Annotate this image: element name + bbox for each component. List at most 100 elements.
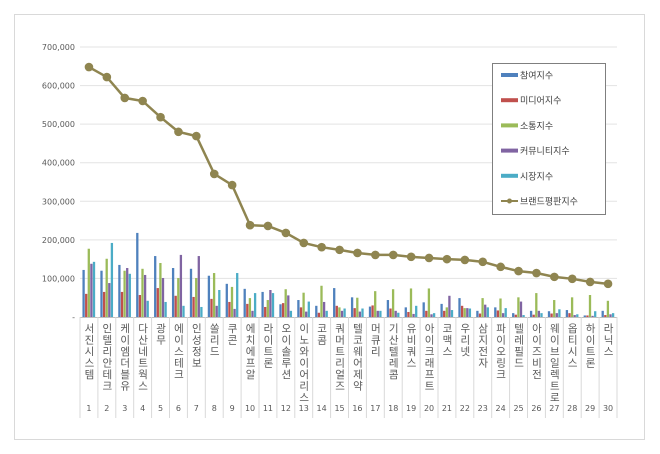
x-category-label: 인텔리안테크 bbox=[101, 323, 113, 392]
legend-box bbox=[492, 63, 606, 215]
bar-4 bbox=[90, 263, 93, 317]
bar-4 bbox=[430, 314, 433, 317]
bar-4 bbox=[143, 274, 147, 317]
bar-4 bbox=[251, 310, 254, 317]
line-point bbox=[532, 268, 541, 278]
bar-2 bbox=[264, 306, 267, 317]
bar-4 bbox=[484, 304, 487, 317]
bar-4 bbox=[466, 308, 469, 317]
bar-4 bbox=[322, 301, 326, 317]
x-category-number: 29 bbox=[585, 404, 595, 413]
bar-2 bbox=[353, 308, 356, 317]
legend-label: 시장지수 bbox=[520, 171, 553, 182]
bar-3 bbox=[588, 295, 592, 317]
line-point bbox=[550, 272, 559, 282]
legend-marker bbox=[507, 198, 512, 204]
bar-1 bbox=[279, 304, 282, 317]
x-category-label: 쿠콘 bbox=[226, 323, 238, 346]
line-point bbox=[227, 180, 237, 190]
bar-1 bbox=[583, 315, 586, 317]
bar-1 bbox=[171, 268, 175, 317]
line-point bbox=[209, 169, 219, 179]
line-point bbox=[263, 221, 273, 231]
bar-4 bbox=[340, 310, 344, 317]
y-tick-label: 200,000 bbox=[42, 236, 75, 245]
bar-5 bbox=[361, 308, 364, 317]
bar-2 bbox=[586, 315, 589, 317]
bar-1 bbox=[368, 306, 372, 317]
y-tick-label: 400,000 bbox=[42, 159, 75, 168]
bar-5 bbox=[253, 293, 257, 317]
legend-swatch bbox=[501, 98, 518, 103]
bar-5 bbox=[146, 300, 149, 317]
legend-swatch bbox=[501, 73, 518, 77]
legend-swatch bbox=[501, 148, 518, 153]
x-category-number: 21 bbox=[442, 404, 452, 413]
bar-3 bbox=[338, 307, 341, 317]
bar-3 bbox=[570, 297, 574, 317]
bar-5 bbox=[432, 313, 436, 317]
x-category-label: 광무 bbox=[155, 323, 167, 346]
bar-1 bbox=[243, 288, 246, 317]
x-category-number: 20 bbox=[424, 404, 434, 413]
y-tick-label: - bbox=[72, 313, 75, 322]
line-point bbox=[353, 248, 362, 258]
x-category-number: 23 bbox=[478, 404, 488, 413]
bar-5 bbox=[325, 310, 328, 317]
line-point bbox=[156, 112, 165, 122]
bar-5 bbox=[271, 293, 275, 317]
bar-5 bbox=[397, 312, 400, 317]
bar-1 bbox=[476, 310, 479, 317]
bar-2 bbox=[514, 314, 517, 317]
line-point bbox=[120, 93, 130, 103]
line-point bbox=[478, 257, 488, 267]
bar-2 bbox=[156, 288, 159, 317]
line-point bbox=[585, 277, 595, 287]
line-point bbox=[174, 127, 183, 137]
x-category-number: 9 bbox=[230, 404, 235, 413]
bar-4 bbox=[501, 313, 505, 317]
x-category-number: 4 bbox=[140, 404, 145, 413]
line-point bbox=[603, 279, 613, 289]
bar-4 bbox=[108, 283, 111, 317]
x-category-label: 하이트론 bbox=[584, 322, 596, 369]
bar-4 bbox=[609, 314, 612, 317]
bar-4 bbox=[412, 313, 415, 317]
line-point bbox=[442, 254, 452, 264]
x-category-label: 기산텔레콤 bbox=[387, 323, 399, 381]
x-category-label: 유비쿼스 bbox=[405, 323, 417, 369]
line-point bbox=[567, 274, 577, 284]
x-category-label: 오이솔루션 bbox=[280, 323, 292, 381]
legend-label: 미디어지수 bbox=[520, 96, 561, 107]
bar-4 bbox=[197, 256, 200, 317]
line-point bbox=[460, 255, 470, 265]
bar-3 bbox=[141, 268, 144, 317]
bar-2 bbox=[478, 313, 482, 317]
x-category-label: 이노와이어리스 bbox=[298, 323, 310, 404]
bar-1 bbox=[440, 303, 443, 317]
bar-2 bbox=[460, 305, 464, 317]
bar-5 bbox=[558, 309, 561, 317]
line-point bbox=[335, 245, 344, 255]
legend-swatch bbox=[501, 123, 518, 128]
bar-5 bbox=[415, 305, 418, 317]
bar-2 bbox=[299, 307, 303, 317]
bar-1 bbox=[333, 288, 336, 317]
bar-3 bbox=[266, 300, 269, 317]
x-category-number: 6 bbox=[176, 404, 181, 413]
bar-5 bbox=[468, 308, 472, 317]
x-category-label: 텔레필드 bbox=[513, 323, 525, 369]
line-point bbox=[299, 238, 309, 248]
bar-1 bbox=[529, 310, 533, 317]
bar-3 bbox=[356, 297, 359, 317]
bar-5 bbox=[92, 261, 96, 317]
bar-2 bbox=[407, 311, 410, 317]
bar-1 bbox=[100, 270, 103, 317]
x-category-number: 15 bbox=[334, 404, 344, 413]
line-point bbox=[281, 228, 291, 238]
bar-3 bbox=[517, 297, 520, 317]
bar-5 bbox=[289, 310, 293, 317]
x-category-label: 웨이브일렉트로 bbox=[548, 323, 560, 404]
bar-1 bbox=[601, 310, 604, 317]
bar-3 bbox=[499, 298, 502, 317]
